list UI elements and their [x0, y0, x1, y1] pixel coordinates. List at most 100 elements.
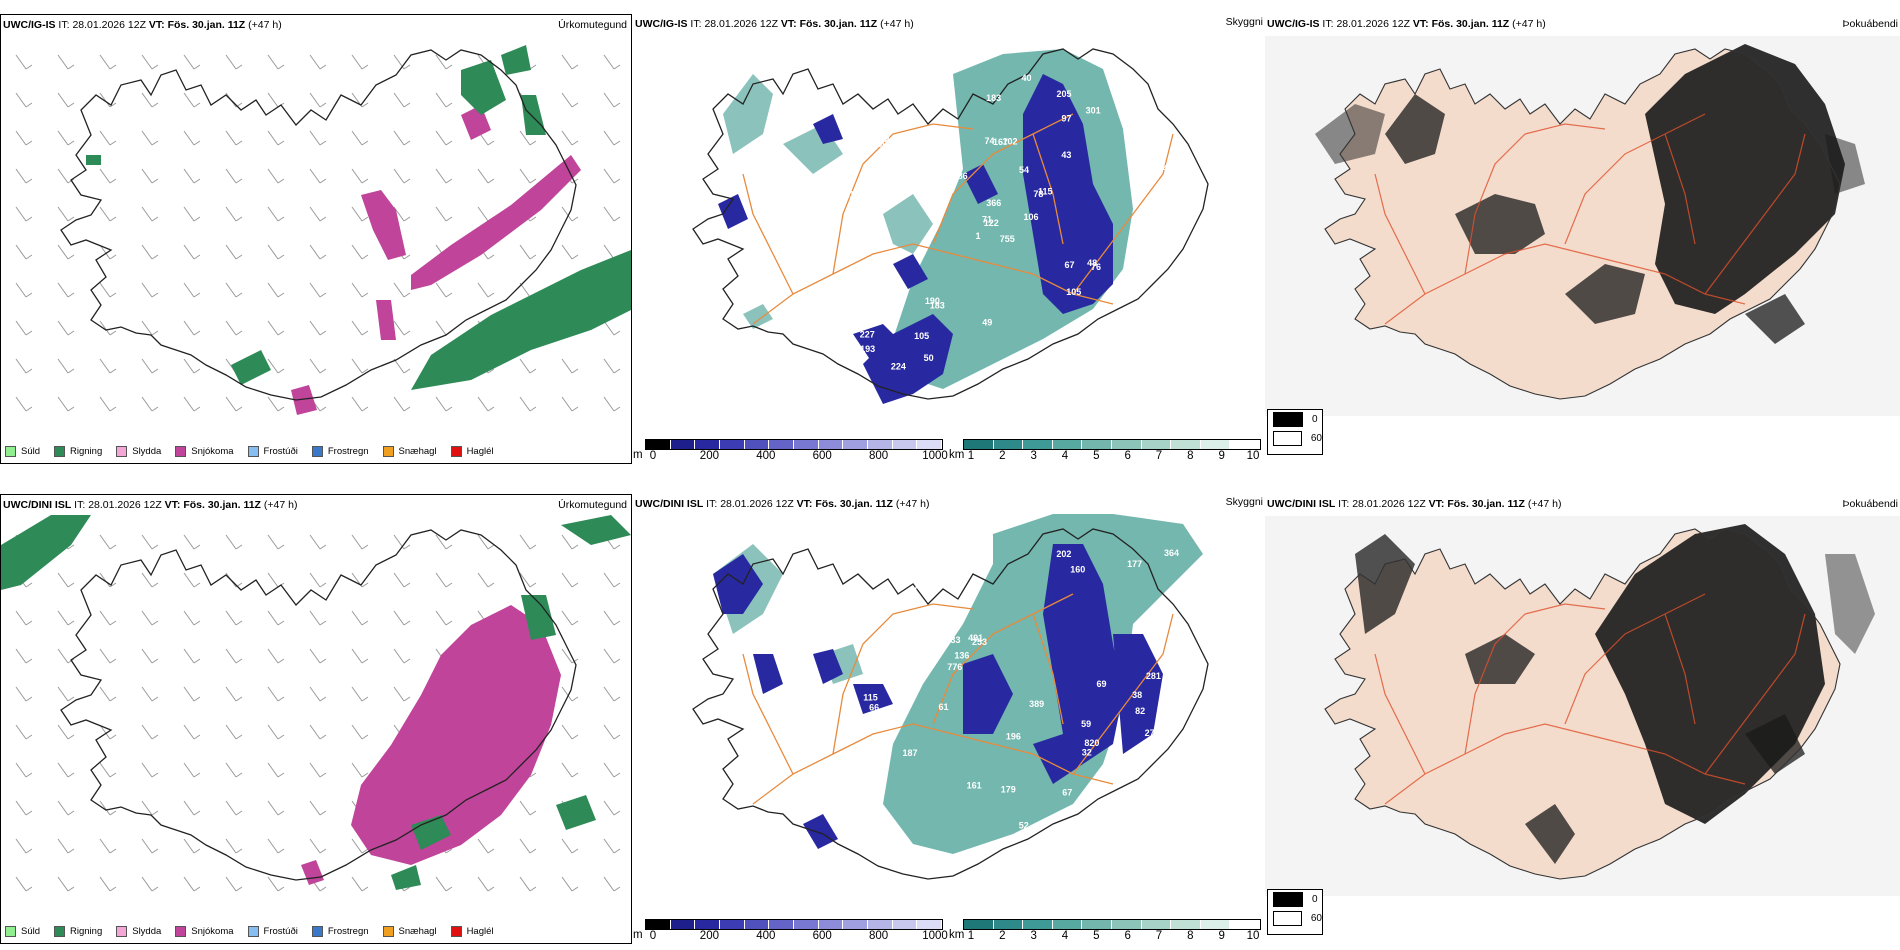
legend-label: Snjókoma: [191, 446, 234, 457]
cloudbase-label: 190: [925, 296, 940, 306]
cloudbase-label: 27: [923, 137, 933, 147]
cloudbase-label: 160: [1070, 565, 1085, 575]
colorbar-tick: 200: [699, 450, 719, 462]
precip-map-bottom: [1, 515, 631, 892]
cloudbase-label: 67: [1065, 260, 1075, 270]
cloudbase-label: 765: [943, 173, 958, 183]
cloudbase-label: 820: [1084, 738, 1099, 748]
cloudbase-colorbar-bottom: 0 200 400 600 800 1000 m: [633, 919, 948, 942]
legend-label: Rigning: [70, 926, 103, 937]
cloudbase-label: 364: [1164, 548, 1179, 558]
legend-label: Snæhagl: [398, 446, 437, 457]
legend-swatch: [5, 446, 16, 457]
legend-item: Frostregn: [311, 446, 369, 457]
legend-swatch: [116, 446, 128, 457]
colorbar-tick: 800: [869, 450, 889, 462]
legend-label: Súld: [21, 446, 41, 457]
legend-item: Rigning: [54, 926, 102, 937]
cloudbase-label: 366: [986, 198, 1001, 208]
vis-title-top: UWC/IG-IS IT: 28.01.2026 12Z VT: Fös. 30…: [635, 18, 914, 30]
cloudbase-label: 102: [1003, 137, 1018, 147]
colorbar-tick: 9: [1218, 930, 1225, 942]
cloudbase-label: 131: [1039, 838, 1054, 848]
cloudbase-label: 71: [982, 215, 992, 225]
cloudbase-label: 115: [863, 693, 878, 703]
cloudbase-label: 59: [1081, 719, 1091, 729]
colorbar-tick: 10: [1246, 930, 1260, 942]
cloudbase-label: 177: [1127, 559, 1142, 569]
legend-swatch: [5, 926, 16, 937]
snow-areas-bottom: [301, 605, 561, 885]
precip-title-bottom: UWC/DINI ISL IT: 28.01.2026 12Z VT: Fös.…: [3, 499, 298, 511]
cloudbase-label: 167: [993, 137, 1008, 147]
cloudbase-label: 54: [1158, 163, 1168, 173]
fog-dark-bottom: [1355, 524, 1875, 864]
cloudbase-label: 50: [924, 353, 934, 363]
vis-blue-top: [718, 74, 1113, 404]
cloudbase-ticks-top: 0 200 400 600 800 1000: [645, 450, 948, 462]
vis-ticks-top: 1 2 3 4 5 6 7 8 9 10: [963, 450, 1261, 462]
cloudbase-label: 281: [1146, 671, 1161, 681]
cloudbase-label: 83: [1148, 324, 1158, 334]
fog-panel-bottom: UWC/DINI ISL IT: 28.01.2026 12Z VT: Fös.…: [1265, 494, 1900, 944]
cloudbase-label: 136: [954, 650, 969, 660]
legend-swatch: [382, 446, 394, 457]
legend-swatch: [311, 446, 323, 457]
cloudbase-ticks-bottom: 0 200 400 600 800 1000: [645, 930, 948, 942]
legend-item: Súld: [5, 446, 40, 457]
colorbar-tick: 800: [869, 930, 889, 942]
cloudbase-label: 130: [885, 298, 900, 308]
cloudbase-label: 755: [1000, 234, 1015, 244]
precip-type-label-top: Úrkomutegund: [558, 19, 627, 31]
legend-label: Frostúði: [263, 926, 298, 937]
cloudbase-label: 43: [1061, 150, 1071, 160]
legend-label: Snjókoma: [191, 926, 234, 937]
precip-map-top: [15, 45, 631, 415]
legend-label: Snæhagl: [398, 926, 437, 937]
colorbar-tick: 7: [1155, 450, 1163, 462]
legend-item: Frostúði: [247, 446, 298, 457]
colorbar-tick: 6: [1124, 450, 1131, 462]
cloudbase-label: 196: [1006, 732, 1021, 742]
legend-item: Rigning: [54, 446, 102, 457]
cloudbase-label: 115: [1038, 187, 1053, 197]
cloudbase-label: 183: [930, 300, 945, 310]
legend-swatch: [247, 446, 259, 457]
legend-swatch: [54, 446, 66, 457]
cloudbase-label: 227: [860, 330, 875, 340]
colorbar-tick: 400: [756, 930, 776, 942]
legend-item: Haglél: [450, 926, 494, 937]
colorbar-tick: 10: [1246, 450, 1260, 462]
cloudbase-label: 389: [1029, 699, 1044, 709]
vis-type-label-bottom: Skyggni: [1225, 496, 1263, 508]
cloudbase-label: 50: [1158, 123, 1168, 133]
cloudbase-label: 67: [1062, 787, 1072, 797]
cloudbase-label: 187: [903, 748, 918, 758]
visibility-map-bottom: 59 82 87 83 253 124 173 160 133 131 115 115 151 94 161…: [692, 514, 1209, 880]
legend-swatch: [450, 926, 462, 937]
precip-title-top: UWC/IG-IS IT: 28.01.2026 12Z VT: Fös. 30…: [3, 19, 282, 31]
cloudbase-label: 78: [1033, 189, 1043, 199]
fog-dark-top: [1315, 44, 1865, 344]
legend-swatch: [54, 926, 66, 937]
cloudbase-label: 183: [986, 93, 1001, 103]
cloudbase-label: 225: [913, 573, 928, 583]
colorbar-tick: 600: [812, 450, 832, 462]
cloudbase-label: 32: [1082, 747, 1092, 757]
cloudbase-label: 224: [891, 362, 906, 372]
cloudbase-label: 69: [1097, 679, 1107, 689]
cloudbase-label: 97: [1061, 113, 1071, 123]
cloudbase-label: 202: [1056, 549, 1071, 559]
legend-swatch: [116, 926, 128, 937]
precip-panel-top: UWC/IG-IS IT: 28.01.2026 12Z VT: Fös. 30…: [0, 14, 632, 464]
colorbar-tick: 8: [1187, 450, 1194, 462]
cloudbase-label: 173: [867, 768, 882, 778]
cloudbase-label: 124: [1100, 808, 1115, 818]
fog-panel-top: UWC/IG-IS IT: 28.01.2026 12Z VT: Fös. 30…: [1265, 14, 1900, 464]
legend-item: Snjókoma: [175, 926, 234, 937]
cloudbase-label: 105: [914, 331, 929, 341]
legend-swatch: [175, 926, 187, 937]
colorbar-tick: 5: [1093, 450, 1100, 462]
cloudbase-label: 54: [1019, 165, 1029, 175]
vis-title-bottom: UWC/DINI ISL IT: 28.01.2026 12Z VT: Fös.…: [635, 498, 930, 510]
